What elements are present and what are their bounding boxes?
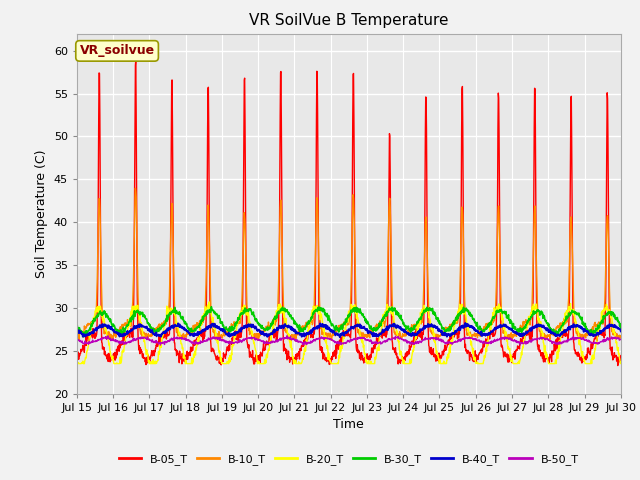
Title: VR SoilVue B Temperature: VR SoilVue B Temperature [249,13,449,28]
Line: B-50_T: B-50_T [77,336,621,345]
Legend: B-05_T, B-10_T, B-20_T, B-30_T, B-40_T, B-50_T: B-05_T, B-10_T, B-20_T, B-30_T, B-40_T, … [115,450,583,469]
B-05_T [434,355,442,361]
B-20_T [553,355,561,361]
B-40_T [255,327,262,333]
B-50_T [255,336,263,342]
B-30_T [207,304,215,310]
B-30_T [195,324,202,330]
B-10_T [181,332,189,338]
B-40_T [461,320,469,326]
B-10_T [73,333,81,338]
B-05_T [553,336,561,342]
B-40_T [434,324,442,330]
B-40_T [194,329,202,335]
B-10_T [434,332,442,338]
B-30_T [553,329,561,335]
B-50_T [181,336,189,341]
B-20_T [180,355,188,360]
B-10_T [553,325,561,331]
B-40_T [553,333,561,338]
B-30_T [181,321,189,326]
B-50_T [617,336,625,342]
B-40_T [180,327,188,333]
B-05_T [614,363,621,369]
B-10_T [255,333,263,338]
B-50_T [283,333,291,339]
Line: B-05_T: B-05_T [77,60,621,366]
B-40_T [505,326,513,332]
B-10_T [132,185,140,191]
Line: B-40_T: B-40_T [77,323,621,337]
B-20_T [73,361,81,367]
B-50_T [434,336,442,342]
B-50_T [73,337,81,343]
B-05_T [255,358,263,363]
B-50_T [505,335,513,341]
Line: B-20_T: B-20_T [77,302,621,364]
B-20_T [434,352,442,358]
B-40_T [336,335,344,340]
B-40_T [617,328,625,334]
Line: B-30_T: B-30_T [77,307,621,337]
B-10_T [505,332,513,337]
B-50_T [157,342,164,348]
B-20_T [505,346,513,351]
B-30_T [505,317,513,323]
B-20_T [205,299,213,305]
B-10_T [195,321,202,327]
B-10_T [617,333,625,339]
B-05_T [73,351,81,357]
B-20_T [255,359,263,364]
B-05_T [132,58,140,63]
B-30_T [255,321,263,327]
B-40_T [73,326,81,332]
B-50_T [195,341,202,347]
B-30_T [617,325,625,331]
B-50_T [553,340,561,346]
B-30_T [434,318,442,324]
B-05_T [195,336,202,341]
Line: B-10_T: B-10_T [77,188,621,341]
B-30_T [73,323,81,328]
B-20_T [194,341,202,347]
Y-axis label: Soil Temperature (C): Soil Temperature (C) [35,149,48,278]
B-20_T [617,360,625,365]
B-05_T [505,352,513,358]
Text: VR_soilvue: VR_soilvue [79,44,155,58]
B-30_T [79,334,87,340]
X-axis label: Time: Time [333,418,364,431]
B-05_T [617,353,625,359]
B-10_T [291,338,299,344]
B-05_T [181,359,189,365]
